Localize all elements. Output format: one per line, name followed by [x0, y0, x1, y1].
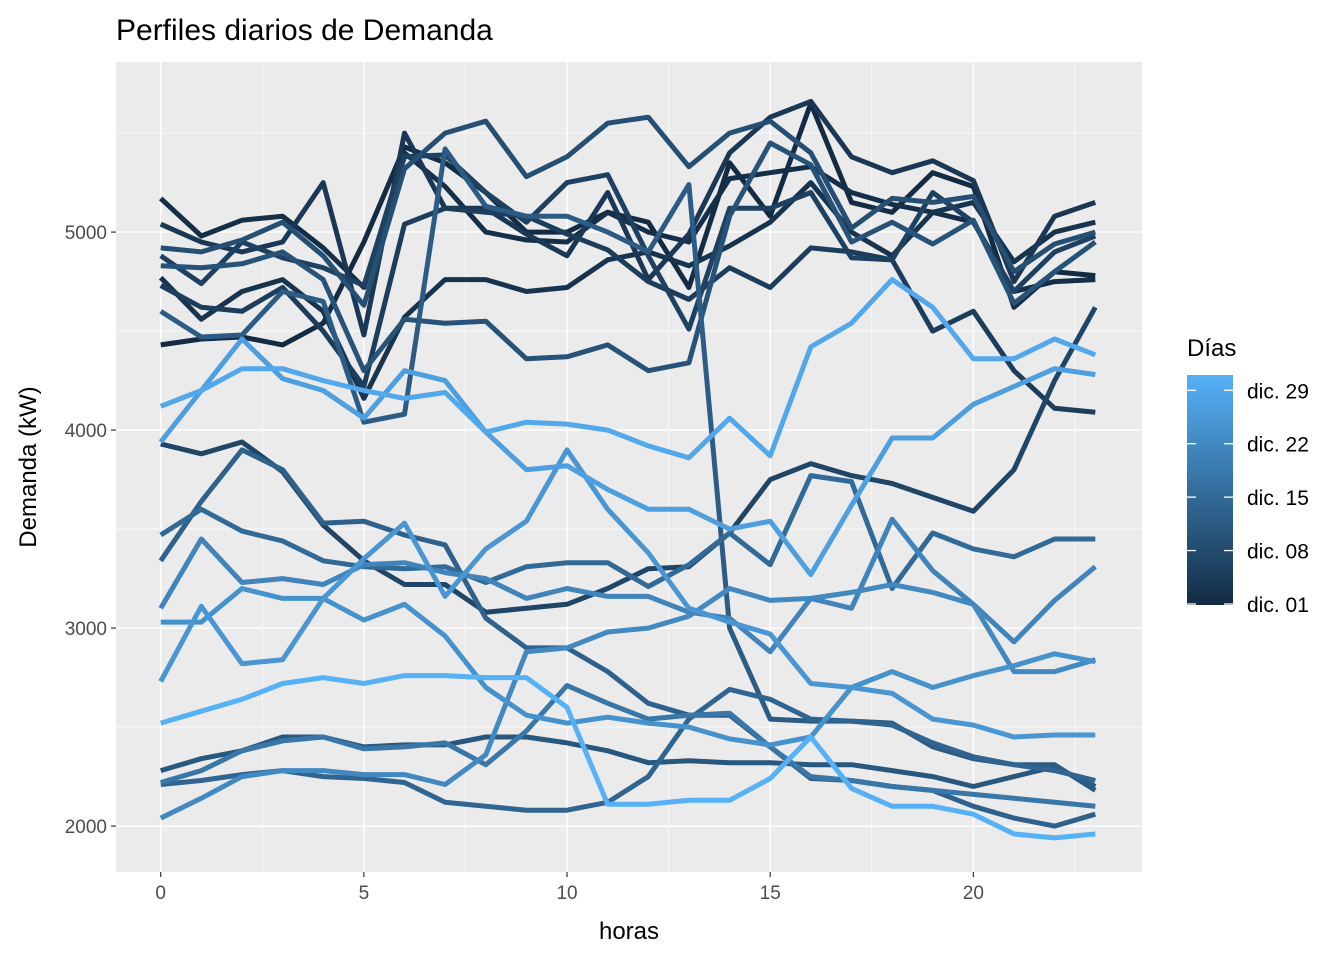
- legend-colorbar: [1187, 375, 1233, 605]
- legend-label: dic. 22: [1247, 434, 1309, 457]
- plot-panel: [116, 62, 1142, 872]
- series-line-day-15: [159, 473, 1096, 591]
- legend-label: dic. 15: [1247, 487, 1309, 510]
- legend-label: dic. 29: [1247, 380, 1309, 403]
- series-line-day-31: [159, 673, 1096, 841]
- series-line-day-22: [159, 582, 1097, 821]
- series-line-day-3: [158, 180, 1096, 401]
- gridlines: [58, 62, 1142, 872]
- series-line-day-10: [160, 140, 1097, 374]
- series-line-day-4: [159, 98, 1097, 338]
- legend-title: Días: [1187, 335, 1236, 362]
- y-axis-label: Demanda (kW): [15, 386, 42, 547]
- series-line-day-6: [159, 152, 1097, 332]
- series-line-day-29: [159, 277, 1097, 461]
- series-line-day-14: [160, 686, 1096, 813]
- legend-ticks: dic. 01 dic. 08 dic. 15 dic. 22 dic. 29: [1187, 380, 1309, 617]
- x-tick-label: 20: [963, 883, 984, 904]
- x-axis-ticks: 0 5 10 15 20: [155, 872, 984, 904]
- x-tick-label: 0: [155, 883, 166, 904]
- y-tick-label: 3000: [65, 619, 107, 640]
- chart-title: Perfiles diarios de Demanda: [116, 14, 493, 47]
- series-lines: [158, 98, 1098, 841]
- series-line-day-5: [159, 205, 1096, 415]
- series-line-day-21: [158, 516, 1097, 655]
- y-tick-label: 5000: [65, 223, 107, 244]
- series-line-day-18: [159, 683, 1096, 809]
- series-line-day-24: [160, 586, 1096, 748]
- series-line-day-9: [160, 114, 1097, 308]
- series-line-day-2: [159, 150, 1096, 294]
- x-tick-label: 5: [359, 883, 370, 904]
- y-tick-label: 4000: [65, 421, 107, 442]
- y-tick-label: 2000: [65, 817, 107, 838]
- y-axis-ticks: 2000 3000 4000 5000: [65, 223, 116, 838]
- series-line-day-12: [159, 146, 1097, 793]
- series-line-day-25: [158, 447, 1096, 740]
- x-tick-label: 10: [556, 883, 577, 904]
- x-axis-label: horas: [599, 918, 659, 945]
- x-tick-label: 15: [760, 883, 781, 904]
- legend-label: dic. 08: [1247, 541, 1309, 564]
- series-line-day-27: [158, 336, 1096, 578]
- legend-label: dic. 01: [1247, 594, 1309, 617]
